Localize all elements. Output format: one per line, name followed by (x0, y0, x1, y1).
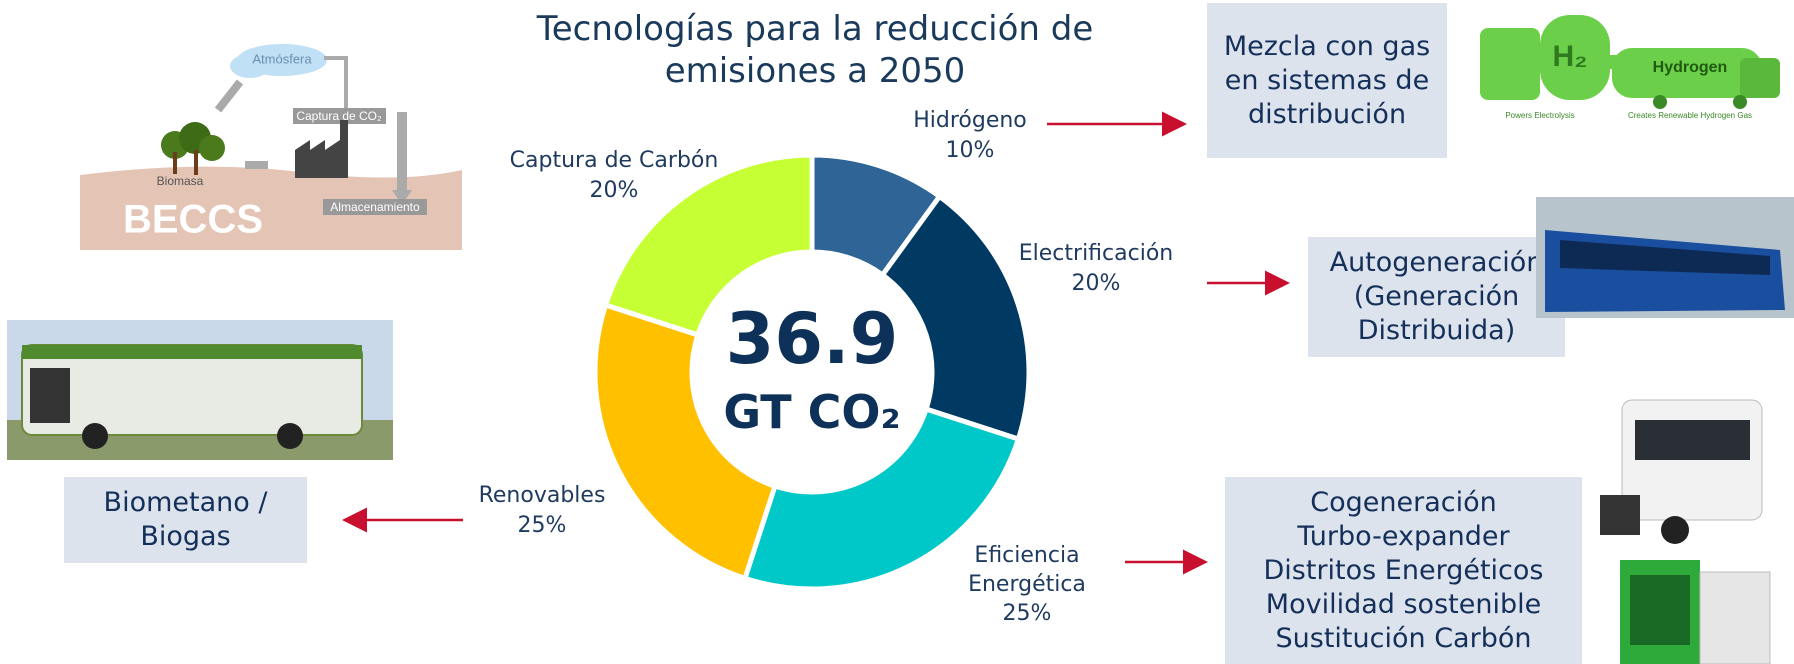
beccs-label: Biomasa (157, 174, 204, 188)
segment-label: Hidrógeno (913, 108, 1027, 133)
mezcla-box: Mezcla con gas en sistemas de distribuci… (1207, 3, 1447, 158)
donut-segment (741, 405, 1022, 592)
segment-label: Electrificación (1019, 241, 1173, 266)
segment-label: Eficiencia Energética (968, 543, 1086, 597)
hydrogen-label: Hydrogen (1653, 59, 1728, 76)
hydrogen-caption: Powers Electrolysis (1505, 111, 1574, 120)
hydrogen-caption: Creates Renewable Hydrogen Gas (1628, 111, 1752, 120)
beccs-image: Atmósfera Captura de CO₂ Biomasa Almacen… (80, 44, 462, 250)
generator-image (1620, 560, 1771, 664)
truck-image (1600, 399, 1763, 544)
electric-bus-image (1536, 197, 1794, 318)
segment-value-label: 20% (590, 178, 639, 203)
h2-symbol: H₂ (1553, 40, 1588, 73)
center-value: 36.9 (726, 298, 899, 380)
center-unit: GT CO₂ (723, 385, 900, 439)
segment-value-label: 10% (946, 138, 995, 163)
cogeneracion-item: Sustitución Carbón (1275, 622, 1532, 654)
beccs-title: BECCS (123, 198, 263, 242)
beccs-label: Atmósfera (252, 51, 312, 66)
biobus-image (7, 320, 393, 460)
title: Tecnologías para la reducción de emision… (536, 9, 1094, 91)
cogeneracion-item: Turbo-expander (1297, 520, 1510, 552)
hydrogen-image: H₂ Hydrogen Powers Electrolysis Creates … (1480, 15, 1780, 120)
segment-value-label: 20% (1072, 271, 1121, 296)
donut-segment (602, 152, 815, 339)
cogeneracion-item: Distritos Energéticos (1263, 554, 1544, 586)
biometano-box: Biometano / Biogas (64, 477, 307, 563)
segment-value-label: 25% (518, 513, 567, 538)
autogeneracion-box: Autogeneración (Generación Distribuida) (1308, 237, 1565, 357)
donut-segment (879, 192, 1032, 443)
segment-label: Renovables (479, 483, 606, 508)
beccs-label: Captura de CO₂ (296, 109, 382, 123)
cogeneracion-box: Cogeneración Turbo-expander Distritos Ener… (1225, 477, 1582, 664)
segment-value-label: 25% (1003, 601, 1052, 626)
cogeneracion-item: Movilidad sostenible (1265, 588, 1542, 620)
segment-label: Captura de Carbón (510, 148, 719, 173)
cogeneracion-item: Cogeneración (1310, 486, 1497, 518)
donut-segment (592, 301, 779, 582)
beccs-label: Almacenamiento (330, 200, 420, 214)
